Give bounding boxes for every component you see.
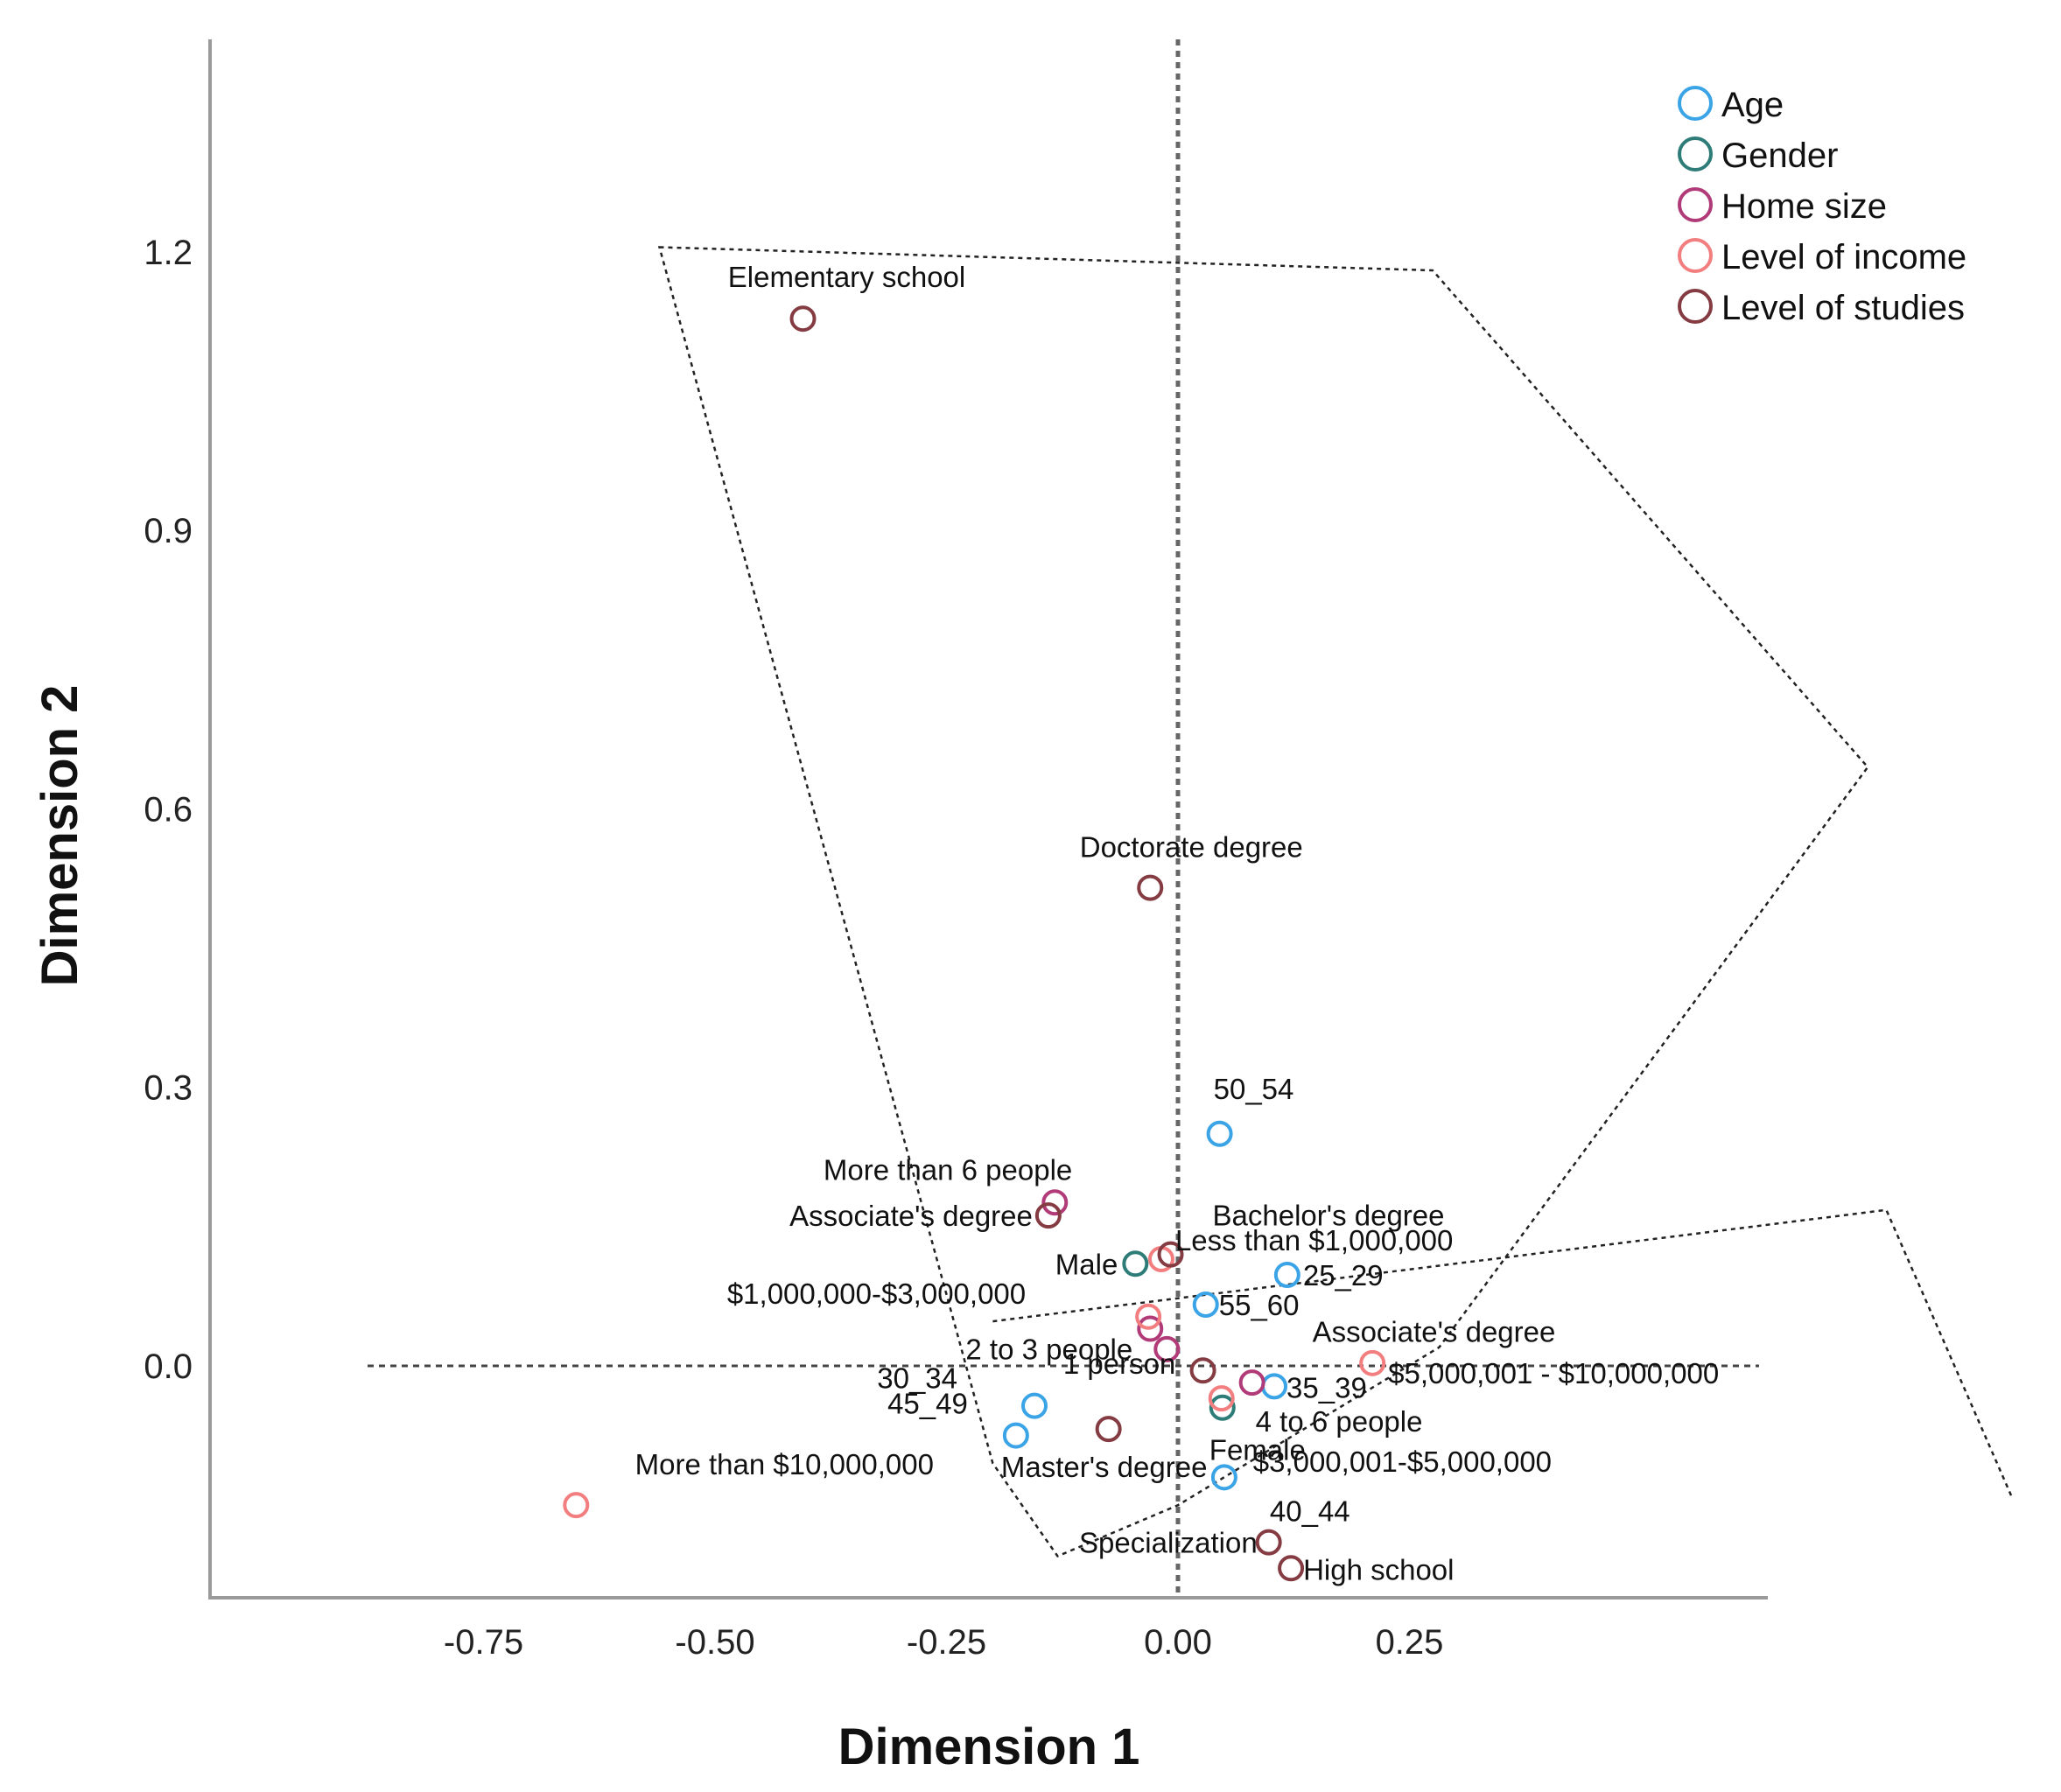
- point-label: High school: [1303, 1553, 1454, 1586]
- point-level-of-studies: [789, 305, 817, 332]
- point-label: 35_39: [1286, 1371, 1367, 1404]
- legend-label-level-of-income: Level of income: [1721, 238, 1966, 276]
- data-points: [563, 305, 1386, 1582]
- point-label: 45_49: [887, 1388, 968, 1420]
- point-level-of-income: [1359, 1349, 1386, 1376]
- axes: [208, 39, 1768, 1600]
- point-label: More than 6 people: [824, 1153, 1072, 1186]
- point-label: More than $10,000,000: [635, 1448, 934, 1480]
- point-home-size: [1137, 1315, 1164, 1342]
- point-home-size: [1041, 1189, 1069, 1216]
- point-level-of-income: [563, 1492, 590, 1519]
- y-tick-label: 0.6: [144, 790, 193, 829]
- point-label: $1,000,000-$3,000,000: [727, 1278, 1026, 1310]
- legend-marker-home-size: [1678, 187, 1713, 222]
- convex-hulls: [657, 246, 2013, 1558]
- point-level-of-studies: [1255, 1529, 1282, 1556]
- x-tick-label: -0.75: [444, 1623, 523, 1662]
- point-age: [1273, 1262, 1300, 1289]
- point-level-of-studies: [1095, 1416, 1122, 1443]
- reference-lines: [368, 39, 1759, 1598]
- point-age: [1192, 1291, 1219, 1318]
- point-label: 55_60: [1219, 1289, 1300, 1321]
- point-label: Bachelor's degree: [1213, 1200, 1445, 1232]
- legend: Age Gender Home size Level of income Level o…: [1678, 86, 1966, 327]
- point-label: $3,000,001-$5,000,000: [1253, 1446, 1552, 1478]
- point-label: Master's degree: [1001, 1451, 1208, 1483]
- x-axis-title: Dimension 1: [838, 1718, 1140, 1775]
- legend-label-home-size: Home size: [1721, 187, 1887, 226]
- legend-label-level-of-studies: Level of studies: [1721, 289, 1965, 327]
- x-tick-label: -0.25: [907, 1623, 986, 1662]
- point-label: Female: [1209, 1434, 1306, 1466]
- point-label: Specialization: [1079, 1527, 1258, 1559]
- legend-marker-level-of-income: [1678, 238, 1713, 273]
- legend-marker-age: [1678, 86, 1713, 121]
- point-label: 25_29: [1303, 1259, 1384, 1292]
- point-label: Elementary school: [728, 261, 965, 293]
- legend-label-gender: Gender: [1721, 136, 1838, 175]
- point-gender: [1209, 1394, 1236, 1421]
- point-age: [1002, 1422, 1029, 1449]
- point-label: 2 to 3 people: [965, 1334, 1132, 1366]
- y-tick-label: 0.3: [144, 1069, 193, 1108]
- point-label: Male: [1055, 1248, 1118, 1280]
- point-age: [1261, 1373, 1288, 1400]
- point-label: Less than $1,000,000: [1175, 1224, 1453, 1256]
- point-level-of-studies: [1034, 1202, 1062, 1229]
- y-tick-label: 0.9: [144, 512, 193, 550]
- tick-labels: -0.75 -0.50 -0.25 0.00 0.25 0.0 0.3 0.6 0.9 1.2: [144, 234, 1443, 1662]
- point-label: Associate's degree: [1313, 1315, 1556, 1348]
- point-level-of-income: [1208, 1385, 1235, 1412]
- point-level-of-studies: [1189, 1357, 1216, 1384]
- x-tick-label: -0.50: [675, 1623, 754, 1662]
- point-age: [1021, 1392, 1048, 1419]
- point-label: $5,000,001 - $10,000,000: [1388, 1357, 1719, 1390]
- point-label: 30_34: [877, 1362, 957, 1395]
- point-home-size: [1238, 1369, 1265, 1396]
- point-label: 4 to 6 people: [1256, 1405, 1423, 1438]
- point-age: [1206, 1120, 1233, 1147]
- point-level-of-studies: [1278, 1555, 1305, 1582]
- legend-marker-gender: [1678, 136, 1713, 172]
- x-tick-label: 0.00: [1144, 1623, 1212, 1662]
- point-home-size: [1153, 1335, 1181, 1362]
- point-gender: [1122, 1250, 1149, 1278]
- legend-label-age: Age: [1721, 86, 1784, 124]
- point-label: 50_54: [1214, 1073, 1294, 1105]
- point-level-of-income: [1135, 1303, 1162, 1330]
- point-label: 1 person: [1063, 1348, 1175, 1380]
- y-axis-title: Dimension 2: [32, 685, 88, 987]
- legend-marker-level-of-studies: [1678, 289, 1713, 324]
- point-label: Doctorate degree: [1080, 831, 1303, 864]
- x-tick-label: 0.25: [1376, 1623, 1444, 1662]
- point-age: [1210, 1464, 1237, 1491]
- point-label: Associate's degree: [789, 1200, 1033, 1232]
- point-label: 40_44: [1270, 1494, 1350, 1527]
- point-level-of-studies: [1137, 874, 1164, 901]
- y-tick-label: 1.2: [144, 234, 193, 272]
- y-tick-label: 0.0: [144, 1348, 193, 1386]
- point-level-of-studies: [1157, 1241, 1184, 1268]
